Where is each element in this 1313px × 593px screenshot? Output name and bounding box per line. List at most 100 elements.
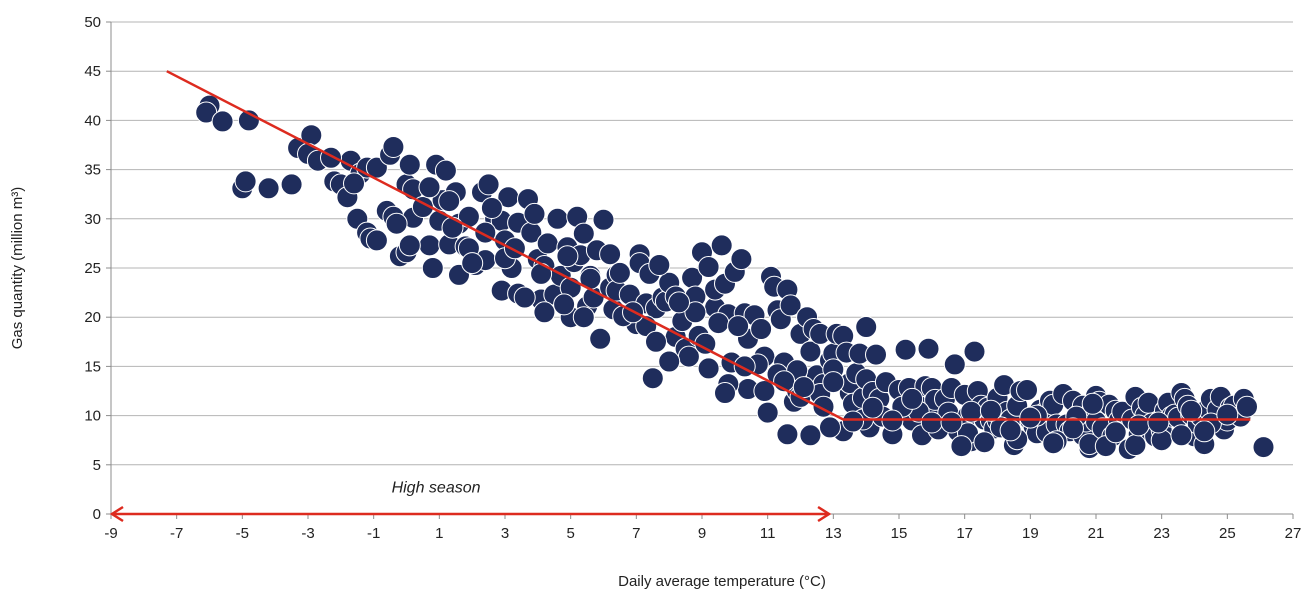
- x-tick-label: -5: [236, 525, 249, 542]
- x-tick-label: 27: [1285, 525, 1302, 542]
- data-point: [1216, 403, 1239, 426]
- data-point: [707, 312, 730, 335]
- data-point: [645, 330, 667, 353]
- data-point: [572, 222, 595, 245]
- data-point: [211, 110, 234, 133]
- data-point: [418, 176, 441, 199]
- y-tick-label: 0: [93, 506, 101, 523]
- data-point: [855, 316, 878, 338]
- data-point: [697, 256, 720, 278]
- data-point: [822, 371, 845, 394]
- x-tick-label: -1: [367, 525, 380, 542]
- data-point: [320, 146, 342, 169]
- y-axis-title: Gas quantity (million m³): [9, 187, 26, 350]
- data-point: [727, 315, 750, 338]
- data-point: [940, 411, 963, 434]
- data-point: [943, 353, 966, 376]
- data-point: [385, 212, 408, 235]
- x-tick-label: 21: [1088, 525, 1105, 542]
- arrowhead-left: [109, 505, 124, 523]
- fit-line: [166, 70, 1251, 421]
- data-point: [753, 380, 776, 402]
- data-point: [1147, 411, 1170, 434]
- y-tick-label: 35: [84, 162, 101, 179]
- data-point: [750, 318, 773, 340]
- data-point: [599, 243, 622, 266]
- data-points: [195, 94, 1275, 461]
- data-point: [592, 208, 615, 231]
- data-point: [1042, 432, 1065, 455]
- x-tick-label: 25: [1219, 525, 1236, 542]
- data-point: [697, 357, 720, 380]
- data-point: [894, 338, 917, 361]
- data-point: [779, 294, 802, 317]
- data-point: [799, 340, 822, 363]
- data-point: [648, 254, 671, 276]
- data-point: [710, 234, 733, 257]
- data-point: [343, 172, 365, 195]
- data-point: [536, 232, 559, 255]
- y-tick-label: 30: [84, 211, 101, 228]
- x-tick-label: 5: [566, 525, 574, 542]
- data-point: [920, 411, 943, 434]
- data-point: [480, 197, 503, 219]
- y-tick-label: 10: [84, 408, 101, 425]
- data-point: [1236, 395, 1258, 418]
- data-point: [641, 367, 664, 390]
- data-point: [434, 159, 457, 182]
- data-point: [684, 301, 707, 324]
- data-point: [1019, 406, 1042, 429]
- data-point: [865, 343, 887, 366]
- data-point: [1104, 421, 1127, 444]
- x-tick-label: 19: [1022, 525, 1039, 542]
- data-point: [608, 261, 631, 284]
- x-tick-label: 13: [825, 525, 842, 542]
- y-tick-label: 5: [93, 457, 101, 474]
- x-tick-label: -7: [170, 525, 183, 542]
- data-point: [973, 431, 996, 454]
- x-tick-label: -9: [104, 525, 117, 542]
- data-point: [382, 136, 405, 158]
- y-tick-label: 20: [84, 309, 101, 326]
- data-point: [999, 419, 1022, 442]
- data-point: [979, 399, 1002, 422]
- data-point: [553, 293, 576, 316]
- x-tick-label: 9: [698, 525, 706, 542]
- x-tick-label: -3: [301, 525, 314, 542]
- data-point: [799, 424, 822, 447]
- x-tick-label: 11: [760, 525, 776, 542]
- data-point: [1180, 399, 1203, 422]
- data-point: [1127, 414, 1150, 437]
- data-point: [421, 257, 444, 279]
- data-point: [842, 410, 864, 433]
- data-point: [503, 237, 526, 260]
- x-tick-label: 1: [435, 525, 443, 542]
- data-point: [1062, 417, 1084, 440]
- high-season-annotation: High season: [109, 479, 832, 523]
- data-point: [523, 202, 546, 225]
- data-point: [901, 387, 924, 410]
- data-point: [668, 291, 690, 314]
- y-tick-labels: 0 5 10 15 20 25 30 35 40 45 50: [84, 14, 101, 523]
- data-point: [533, 301, 556, 324]
- data-point: [819, 416, 841, 439]
- data-point: [461, 252, 484, 275]
- data-point: [792, 376, 815, 399]
- y-tick-label: 50: [84, 14, 101, 31]
- data-point: [1081, 392, 1104, 415]
- data-point: [776, 423, 799, 446]
- data-point: [1193, 420, 1216, 443]
- data-point: [513, 286, 536, 309]
- data-point: [257, 177, 280, 200]
- data-point: [441, 216, 464, 239]
- data-point: [963, 340, 986, 363]
- y-tick-label: 25: [84, 260, 101, 277]
- x-tick-label: 7: [632, 525, 640, 542]
- x-tick-label: 3: [501, 525, 509, 542]
- data-point: [234, 170, 257, 193]
- data-point: [714, 382, 736, 404]
- data-point: [589, 327, 612, 350]
- fit-line-group: [166, 70, 1251, 421]
- data-point: [418, 234, 441, 257]
